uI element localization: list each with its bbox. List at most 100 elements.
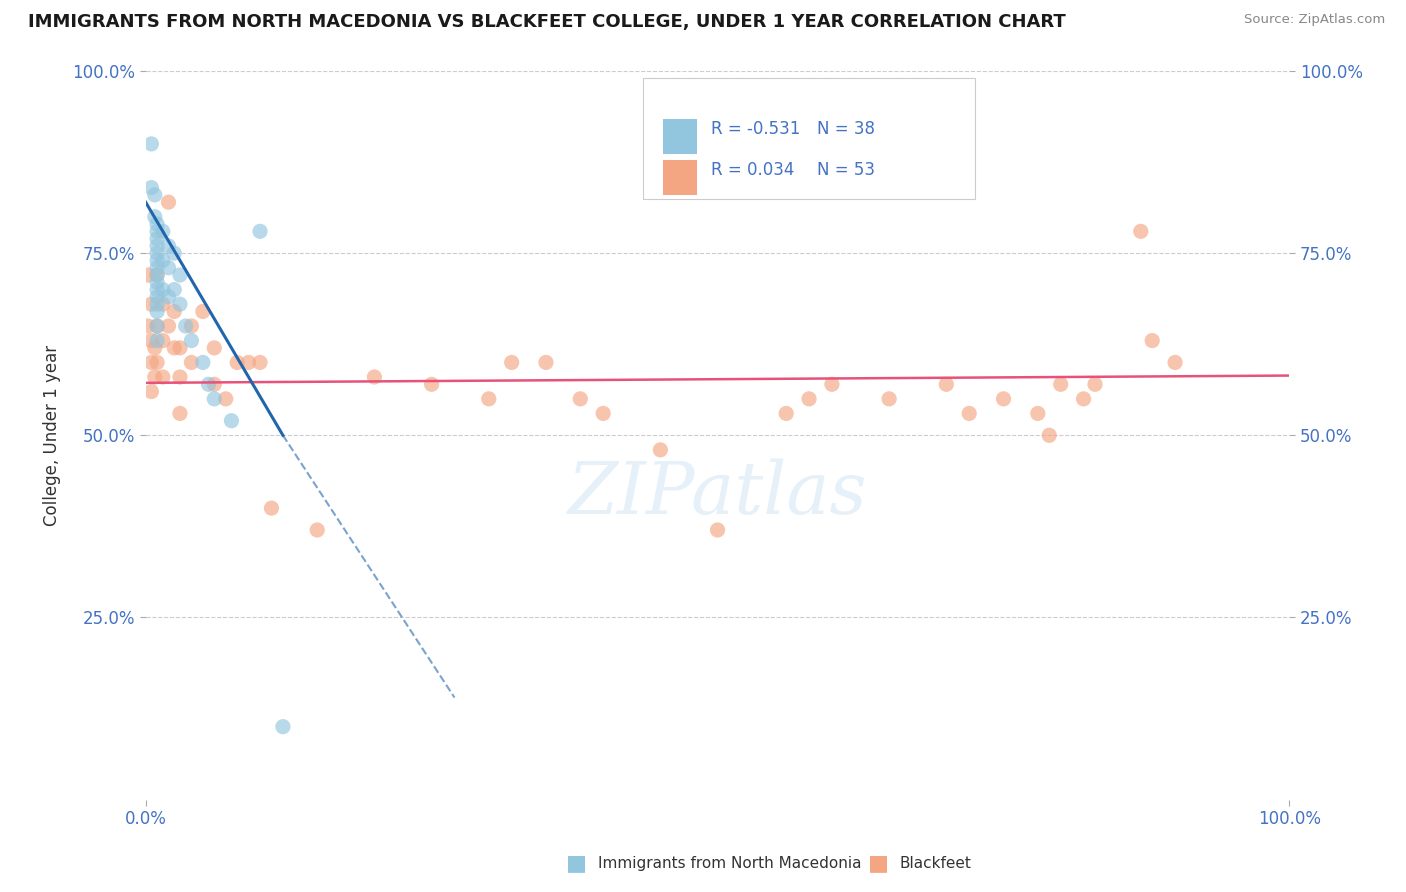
Point	[249, 224, 271, 238]
Text: Immigrants from North Macedonia: Immigrants from North Macedonia	[598, 856, 860, 871]
Point	[221, 414, 243, 428]
Point	[152, 370, 174, 384]
Point	[169, 406, 191, 420]
Point	[146, 217, 169, 231]
Point	[146, 268, 169, 282]
Point	[307, 523, 329, 537]
Point	[152, 297, 174, 311]
Point	[157, 318, 180, 333]
Point	[363, 370, 385, 384]
Point	[180, 318, 202, 333]
Point	[146, 260, 169, 275]
Point	[141, 180, 163, 194]
Point	[478, 392, 501, 406]
Point	[136, 318, 159, 333]
Point	[180, 355, 202, 369]
Point	[141, 384, 163, 399]
Point	[1049, 377, 1071, 392]
Point	[152, 224, 174, 238]
Point	[157, 195, 180, 210]
Point	[592, 406, 614, 420]
Point	[146, 334, 169, 348]
Point	[169, 297, 191, 311]
Text: ZIPatlas: ZIPatlas	[568, 458, 868, 529]
Point	[197, 377, 219, 392]
Point	[146, 318, 169, 333]
Point	[143, 370, 166, 384]
Point	[152, 283, 174, 297]
Point	[141, 136, 163, 151]
Point	[260, 501, 283, 516]
Point	[146, 304, 169, 318]
Text: Source: ZipAtlas.com: Source: ZipAtlas.com	[1244, 13, 1385, 27]
Point	[202, 392, 225, 406]
Point	[191, 304, 214, 318]
Point	[141, 334, 163, 348]
Text: ■: ■	[567, 854, 586, 873]
Point	[163, 304, 186, 318]
Point	[202, 341, 225, 355]
Text: N = 53: N = 53	[817, 161, 875, 179]
Point	[141, 297, 163, 311]
Point	[169, 370, 191, 384]
Point	[146, 246, 169, 260]
Point	[1164, 355, 1187, 369]
Point	[163, 283, 186, 297]
Point	[180, 334, 202, 348]
Text: ■: ■	[869, 854, 889, 873]
Text: Blackfeet: Blackfeet	[900, 856, 972, 871]
Point	[191, 355, 214, 369]
Point	[146, 224, 169, 238]
Point	[157, 260, 180, 275]
Point	[821, 377, 844, 392]
Point	[146, 268, 169, 282]
Point	[238, 355, 260, 369]
Point	[146, 283, 169, 297]
Point	[146, 355, 169, 369]
Text: IMMIGRANTS FROM NORTH MACEDONIA VS BLACKFEET COLLEGE, UNDER 1 YEAR CORRELATION C: IMMIGRANTS FROM NORTH MACEDONIA VS BLACK…	[28, 13, 1066, 31]
Point	[169, 341, 191, 355]
Point	[271, 720, 294, 734]
Point	[226, 355, 249, 369]
Point	[141, 355, 163, 369]
Point	[146, 297, 169, 311]
Point	[957, 406, 980, 420]
Point	[152, 334, 174, 348]
Point	[650, 442, 672, 457]
Point	[775, 406, 797, 420]
Point	[146, 275, 169, 289]
FancyBboxPatch shape	[662, 161, 697, 195]
Point	[146, 253, 169, 268]
Point	[1026, 406, 1049, 420]
Point	[935, 377, 957, 392]
Point	[146, 290, 169, 304]
Point	[136, 268, 159, 282]
Point	[157, 239, 180, 253]
Point	[569, 392, 592, 406]
Point	[143, 210, 166, 224]
Point	[169, 268, 191, 282]
Point	[143, 341, 166, 355]
Point	[146, 231, 169, 245]
Point	[157, 290, 180, 304]
Point	[1129, 224, 1152, 238]
FancyBboxPatch shape	[643, 78, 974, 199]
FancyBboxPatch shape	[662, 119, 697, 153]
Point	[146, 239, 169, 253]
Point	[202, 377, 225, 392]
Point	[1084, 377, 1107, 392]
Point	[163, 341, 186, 355]
Text: R = -0.531: R = -0.531	[710, 120, 800, 138]
Point	[420, 377, 443, 392]
Point	[152, 253, 174, 268]
Point	[1140, 334, 1163, 348]
Text: N = 38: N = 38	[817, 120, 875, 138]
Point	[534, 355, 557, 369]
Y-axis label: College, Under 1 year: College, Under 1 year	[44, 344, 60, 526]
Point	[143, 187, 166, 202]
Point	[174, 318, 197, 333]
Point	[1073, 392, 1095, 406]
Point	[1038, 428, 1060, 442]
Point	[146, 318, 169, 333]
Point	[249, 355, 271, 369]
